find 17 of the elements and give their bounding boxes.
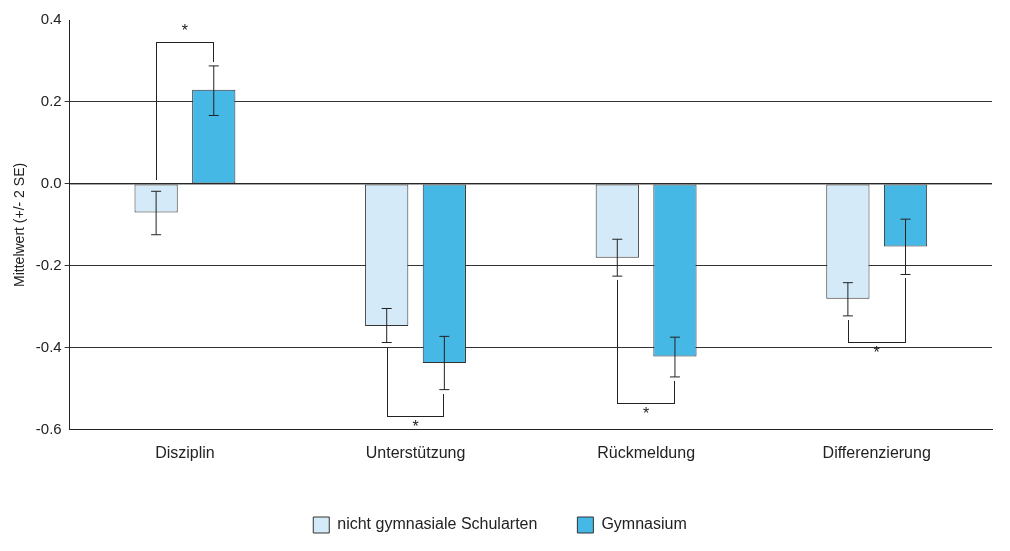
x-tick-label: Rückmeldung xyxy=(597,443,696,461)
y-tick-label: -0.4 xyxy=(35,337,62,355)
y-tick-label: -0.2 xyxy=(35,256,62,274)
x-tick-label: Differenzierung xyxy=(822,443,931,461)
annotation: * xyxy=(411,417,420,436)
y-tick-label: -0.6 xyxy=(35,419,62,437)
annotation: * xyxy=(180,21,190,40)
y-tick-label: 0.4 xyxy=(40,10,62,28)
y-axis-title: Mittelwert (+/- 2 SE) xyxy=(11,162,28,287)
x-tick-label: Unterstützung xyxy=(365,443,466,461)
legend-label: nicht gymnasiale Schularten xyxy=(337,515,538,533)
legend-label: Gymnasium xyxy=(601,515,687,533)
annotation: * xyxy=(872,343,881,362)
y-tick-label: 0.2 xyxy=(40,92,62,110)
annotation: * xyxy=(642,404,651,423)
y-tick-label: 0.0 xyxy=(40,174,62,192)
x-tick-label: Disziplin xyxy=(155,443,215,461)
